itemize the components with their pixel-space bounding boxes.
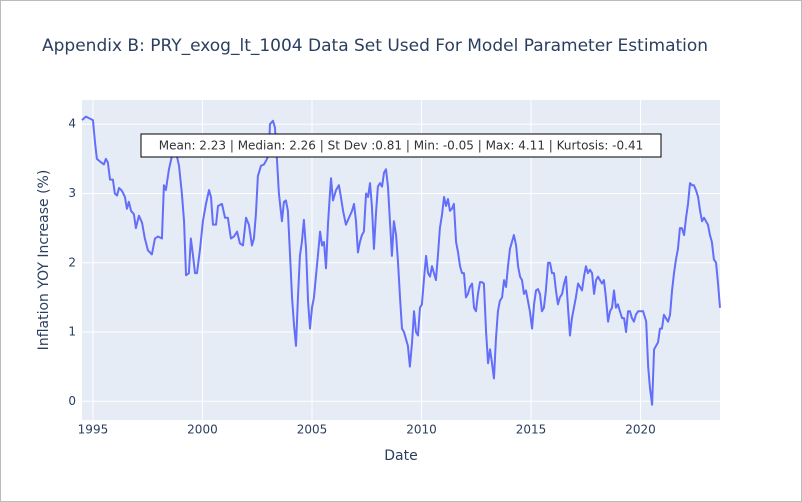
chart-title: Appendix B: PRY_exog_lt_1004 Data Set Us… bbox=[42, 36, 708, 56]
y-tick-label: 4 bbox=[68, 117, 76, 131]
x-tick-label: 1995 bbox=[78, 423, 109, 437]
line-series bbox=[81, 115, 721, 406]
annotation: Mean: 2.23 | Median: 2.26 | St Dev :0.81… bbox=[159, 139, 643, 153]
y-tick-label: 1 bbox=[68, 325, 76, 339]
y-tick-label: 2 bbox=[68, 255, 76, 269]
x-tick-label: 2015 bbox=[516, 423, 547, 437]
x-tick-label: 2020 bbox=[625, 423, 656, 437]
annotation-box bbox=[140, 133, 662, 158]
x-tick-label: 2000 bbox=[187, 423, 218, 437]
marks bbox=[81, 115, 721, 406]
x-tick-label: 2010 bbox=[406, 423, 437, 437]
x-axis-label: Date bbox=[384, 448, 417, 464]
y-axis-label: Inflation YOY Increase (%) bbox=[36, 170, 52, 351]
y-tick-label: 0 bbox=[68, 394, 76, 408]
x-tick-label: 2005 bbox=[297, 423, 328, 437]
y-tick-label: 3 bbox=[68, 186, 76, 200]
